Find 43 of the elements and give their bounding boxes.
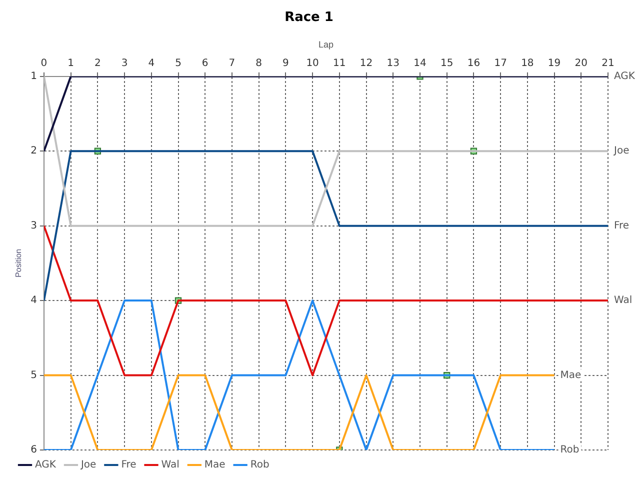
y-tick-label: 1 [30,70,37,82]
y-tick-label: 2 [30,146,37,157]
x-tick-label: 4 [148,58,155,69]
x-tick-label: 13 [386,58,400,69]
x-tick-label: 9 [282,58,289,69]
x-tick-label: 0 [40,58,48,69]
y-tick-label: 4 [30,295,37,306]
text: Rob [560,444,580,456]
x-tick-label: 18 [521,58,534,69]
x-tick-label: 21 [602,58,614,69]
legend-label: Joe [80,460,96,471]
text: Joe [614,146,630,157]
text: Fre [614,220,630,232]
x-tick-label: 3 [121,58,128,69]
x-tick-label: 6 [202,58,208,69]
legend-label: Fre [121,460,136,471]
y-axis-title: Position [14,248,24,278]
x-tick-label: 8 [256,58,262,69]
text: Mae [560,370,582,381]
x-tick-label: 2 [94,58,101,69]
y-tick-label: 5 [30,370,37,381]
legend-label: Mae [204,460,226,471]
x-tick-label: 5 [175,58,182,69]
y-tick-label: 3 [30,220,37,232]
x-tick-label: 14 [414,58,426,69]
chart-title: Race 1 [284,10,334,26]
x-tick-label: 12 [360,58,373,69]
x-tick-label: 15 [440,58,454,69]
x-axis-title: Lap [318,39,334,50]
legend-label: Rob [250,460,270,471]
x-tick-label: 11 [333,58,346,69]
legend-label: AGK [35,460,56,471]
x-tick-label: 10 [306,58,319,69]
legend-label: Wal [161,460,180,471]
x-tick-label: 1 [68,58,74,69]
x-tick-label: 16 [467,58,480,69]
x-tick-label: 17 [494,58,507,69]
x-tick-label: 19 [548,58,561,69]
x-tick-label: 7 [228,58,236,69]
text: AGK [614,70,635,82]
text: Wal [614,295,632,306]
y-tick-label: 6 [30,444,37,456]
x-tick-label: 20 [574,58,588,69]
